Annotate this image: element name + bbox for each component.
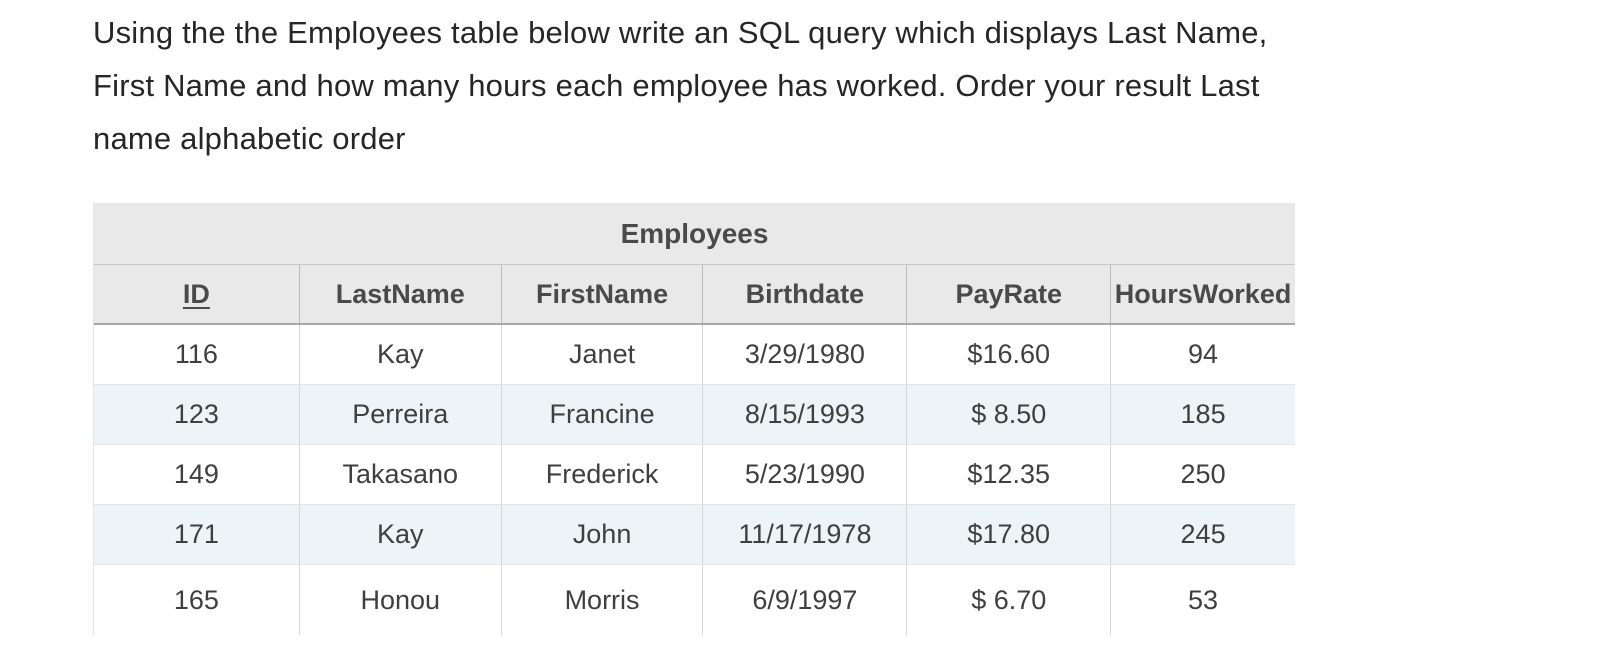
table-cell: Kay (298, 325, 501, 384)
table-cell: 3/29/1980 (702, 325, 906, 384)
table-cell: Perreira (298, 385, 501, 444)
table-cell: 94 (1110, 325, 1295, 384)
table-row: 171 Kay John 11/17/1978 $17.80 245 (94, 505, 1295, 565)
column-header-lastname: LastName (298, 265, 501, 323)
table-cell: 185 (1110, 385, 1295, 444)
column-header-birthdate: Birthdate (702, 265, 906, 323)
column-header-hoursworked: HoursWorked (1110, 265, 1295, 323)
column-header-id: ID (94, 265, 299, 323)
column-header-label: PayRate (955, 278, 1063, 309)
table-cell: $16.60 (906, 325, 1110, 384)
column-header-label: LastName (335, 278, 465, 309)
column-header-label: HoursWorked (1114, 278, 1292, 309)
table-cell: 149 (173, 459, 219, 489)
table-cell: 116 (174, 339, 218, 369)
table-cell: $12.35 (906, 445, 1110, 504)
employees-table: Employees ID LastName FirstName Birthdate Pa… (93, 203, 1295, 635)
table-cell: 11/17/1978 (702, 505, 906, 564)
question-line: First Name and how many hours each emplo… (93, 68, 1260, 103)
table-row: 116 Kay Janet 3/29/1980 $16.60 94 (94, 325, 1295, 385)
table-cell: 6/9/1997 (702, 565, 906, 635)
table-cell: $ 6.70 (906, 565, 1110, 635)
table-cell: 171 (173, 519, 219, 549)
table-title: Employees (94, 203, 1295, 265)
table-cell: 250 (1110, 445, 1295, 504)
table-header-row: ID LastName FirstName Birthdate PayRate Hours… (94, 265, 1295, 325)
column-header-label: ID (182, 278, 210, 309)
question-line: name alphabetic order (93, 121, 406, 156)
table-row: 123 Perreira Francine 8/15/1993 $ 8.50 185 (94, 385, 1295, 445)
table-cell: Honou (298, 565, 501, 635)
question-line: Using the the Employees table below writ… (93, 15, 1268, 50)
question-text: Using the the Employees table below writ… (93, 6, 1543, 165)
table-cell: Kay (298, 505, 501, 564)
table-cell: $17.80 (906, 505, 1110, 564)
table-cell: John (500, 505, 703, 564)
table-cell: 5/23/1990 (702, 445, 906, 504)
table-cell: 53 (1110, 565, 1295, 635)
table-cell: Morris (500, 565, 703, 635)
column-header-label: Birthdate (745, 278, 865, 309)
table-row: 149 Takasano Frederick 5/23/1990 $12.35 250 (94, 445, 1295, 505)
table-cell: $ 8.50 (906, 385, 1110, 444)
column-header-payrate: PayRate (906, 265, 1110, 323)
table-cell: 123 (173, 399, 219, 429)
table-cell: 245 (1110, 505, 1295, 564)
table-cell: Frederick (500, 445, 703, 504)
table-cell: 165 (173, 584, 219, 615)
column-header-label: FirstName (536, 278, 669, 309)
table-cell: Takasano (298, 445, 501, 504)
table-cell: Janet (500, 325, 703, 384)
column-header-firstname: FirstName (500, 265, 703, 323)
table-cell: 8/15/1993 (702, 385, 906, 444)
table-row: 165 Honou Morris 6/9/1997 $ 6.70 53 (94, 565, 1295, 635)
table-cell: Francine (500, 385, 703, 444)
